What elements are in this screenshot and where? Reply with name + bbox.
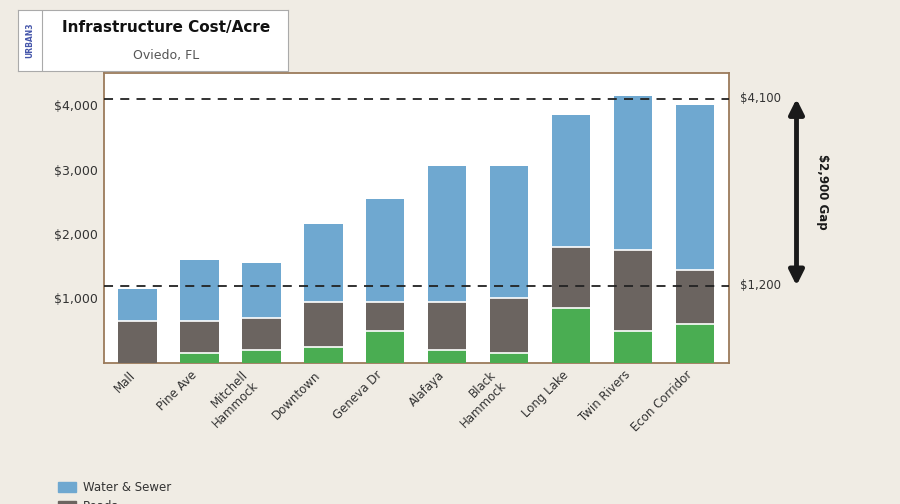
Bar: [676, 270, 714, 324]
Bar: [552, 115, 590, 247]
Bar: [366, 331, 404, 363]
Bar: [552, 308, 590, 363]
Bar: [428, 166, 466, 302]
Text: $2,900 Gap: $2,900 Gap: [816, 154, 829, 230]
Bar: [180, 353, 219, 363]
Bar: [614, 250, 652, 331]
Bar: [242, 350, 281, 363]
Bar: [119, 321, 157, 363]
Text: $1,200: $1,200: [740, 279, 781, 292]
Bar: [180, 321, 219, 353]
Bar: [676, 105, 714, 270]
Bar: [614, 331, 652, 363]
Bar: [490, 298, 528, 353]
Bar: [119, 289, 157, 321]
Bar: [304, 224, 343, 302]
Bar: [490, 166, 528, 298]
Bar: [490, 353, 528, 363]
Bar: [552, 247, 590, 308]
Bar: [676, 324, 714, 363]
Text: Infrastructure Cost/Acre: Infrastructure Cost/Acre: [62, 20, 271, 34]
Text: URBAN3: URBAN3: [25, 23, 34, 58]
Bar: [304, 347, 343, 363]
Bar: [180, 260, 219, 321]
Text: $4,100: $4,100: [740, 92, 781, 105]
Bar: [242, 318, 281, 350]
Legend: Water & Sewer, Roads, Storm Water: Water & Sewer, Roads, Storm Water: [53, 476, 176, 504]
Text: Oviedo, FL: Oviedo, FL: [133, 49, 200, 62]
Bar: [428, 302, 466, 350]
Bar: [614, 96, 652, 250]
Bar: [366, 302, 404, 331]
Bar: [428, 350, 466, 363]
Bar: [242, 263, 281, 318]
Bar: [366, 199, 404, 302]
Bar: [304, 302, 343, 347]
